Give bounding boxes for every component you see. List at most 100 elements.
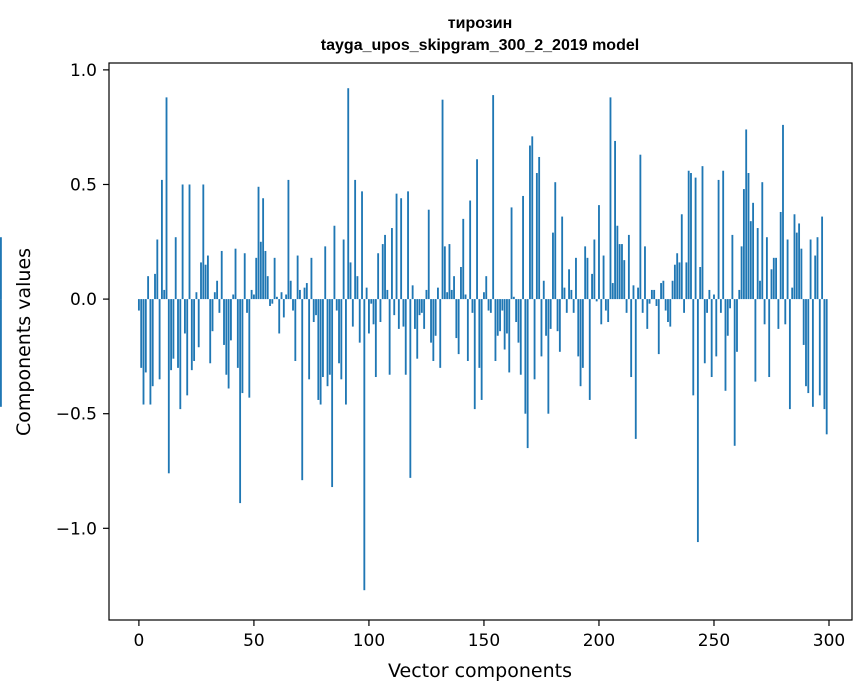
chart-subtitle: tayga_upos_skipgram_300_2_2019 model [321,37,639,54]
bar-94 [354,179,357,300]
bar-24 [193,299,196,361]
bar-36 [220,250,223,300]
bar-175 [540,299,543,357]
bar-39 [227,299,230,389]
bar-65 [287,179,290,300]
bar-82 [326,299,329,387]
bar-192 [579,299,582,387]
bar-152 [487,299,490,311]
bar-182 [556,299,559,332]
bar-33 [213,292,216,300]
bar-276 [772,257,775,300]
bar-254 [722,170,725,300]
bar-83 [328,299,331,375]
y-tick-label: 0.5 [70,175,97,195]
bar-8 [156,239,159,300]
bar-232 [671,280,674,300]
y-tick-label: −1.0 [56,519,97,539]
bar-60 [276,296,278,300]
bar-114 [400,198,403,300]
bar-176 [542,280,545,300]
bar-205 [609,97,612,300]
bar-248 [708,289,711,300]
bar-35 [218,299,221,313]
bar-117 [407,191,409,300]
bar-281 [784,299,787,325]
bar-29 [204,264,207,300]
bar-293 [811,299,814,407]
bar-168 [524,299,527,414]
bar-142 [464,294,467,300]
bar-147 [476,159,478,300]
bar-249 [710,299,713,378]
bar-146 [473,299,476,410]
bar-98 [363,299,366,591]
bar-265 [747,173,750,300]
bar-263 [742,189,745,300]
bar-183 [558,299,561,352]
bar-238 [685,262,688,300]
y-tick-label: −0.5 [56,405,97,425]
bar-112 [395,193,398,300]
bar-274 [768,299,771,378]
bar-26 [197,299,200,348]
bar-250 [713,294,715,300]
bar-290 [805,299,807,387]
bar-124 [423,299,426,329]
bar-271 [761,182,764,300]
bar-55 [264,250,267,300]
bar-25 [195,292,198,300]
bar-11 [163,289,166,300]
bar-93 [351,299,354,327]
bars-group [0,88,828,591]
bar-261 [738,289,741,300]
bar-160 [506,299,508,334]
bar-52 [257,186,260,300]
bar-172 [533,299,536,380]
bar-158 [501,299,504,311]
bar-129 [434,299,437,336]
y-tick-label: 0.0 [70,290,97,310]
bar-51 [255,257,258,300]
bar-244 [699,267,702,300]
bar-2 [142,299,145,405]
bar-9 [158,299,161,380]
bar-105 [379,299,382,323]
bar-47 [246,299,248,313]
bar-18 [179,299,182,410]
plot-frame [108,62,853,621]
bar-170 [529,145,531,300]
bar-225 [655,299,658,306]
bar-230 [667,299,669,323]
bar-226 [657,299,660,355]
bar-31 [209,299,212,364]
bar-186 [565,299,568,313]
bar-209 [618,244,621,300]
bar-123 [420,299,423,313]
bar-275 [770,269,773,300]
bar-116 [404,299,407,375]
bar-270 [759,280,761,300]
bar-44 [239,299,242,504]
bar-255 [724,299,727,391]
bar-46 [243,253,246,300]
bar-32 [211,299,214,332]
bar-134 [446,292,449,300]
bar-130 [437,287,439,300]
bar-149 [480,299,483,400]
bar-229 [664,299,667,311]
bar-132 [441,99,444,300]
bar-214 [630,299,633,378]
bar-21 [186,299,189,396]
bar-22 [188,184,191,300]
bar-167 [522,195,524,300]
bar-204 [607,299,610,323]
bar-58 [271,299,274,304]
bar-61 [278,299,281,334]
bar-13 [167,299,170,474]
bar-291 [807,299,810,394]
bar-220 [644,246,646,300]
bar-75 [310,257,313,300]
bar-199 [595,299,598,302]
bar-224 [653,289,656,300]
